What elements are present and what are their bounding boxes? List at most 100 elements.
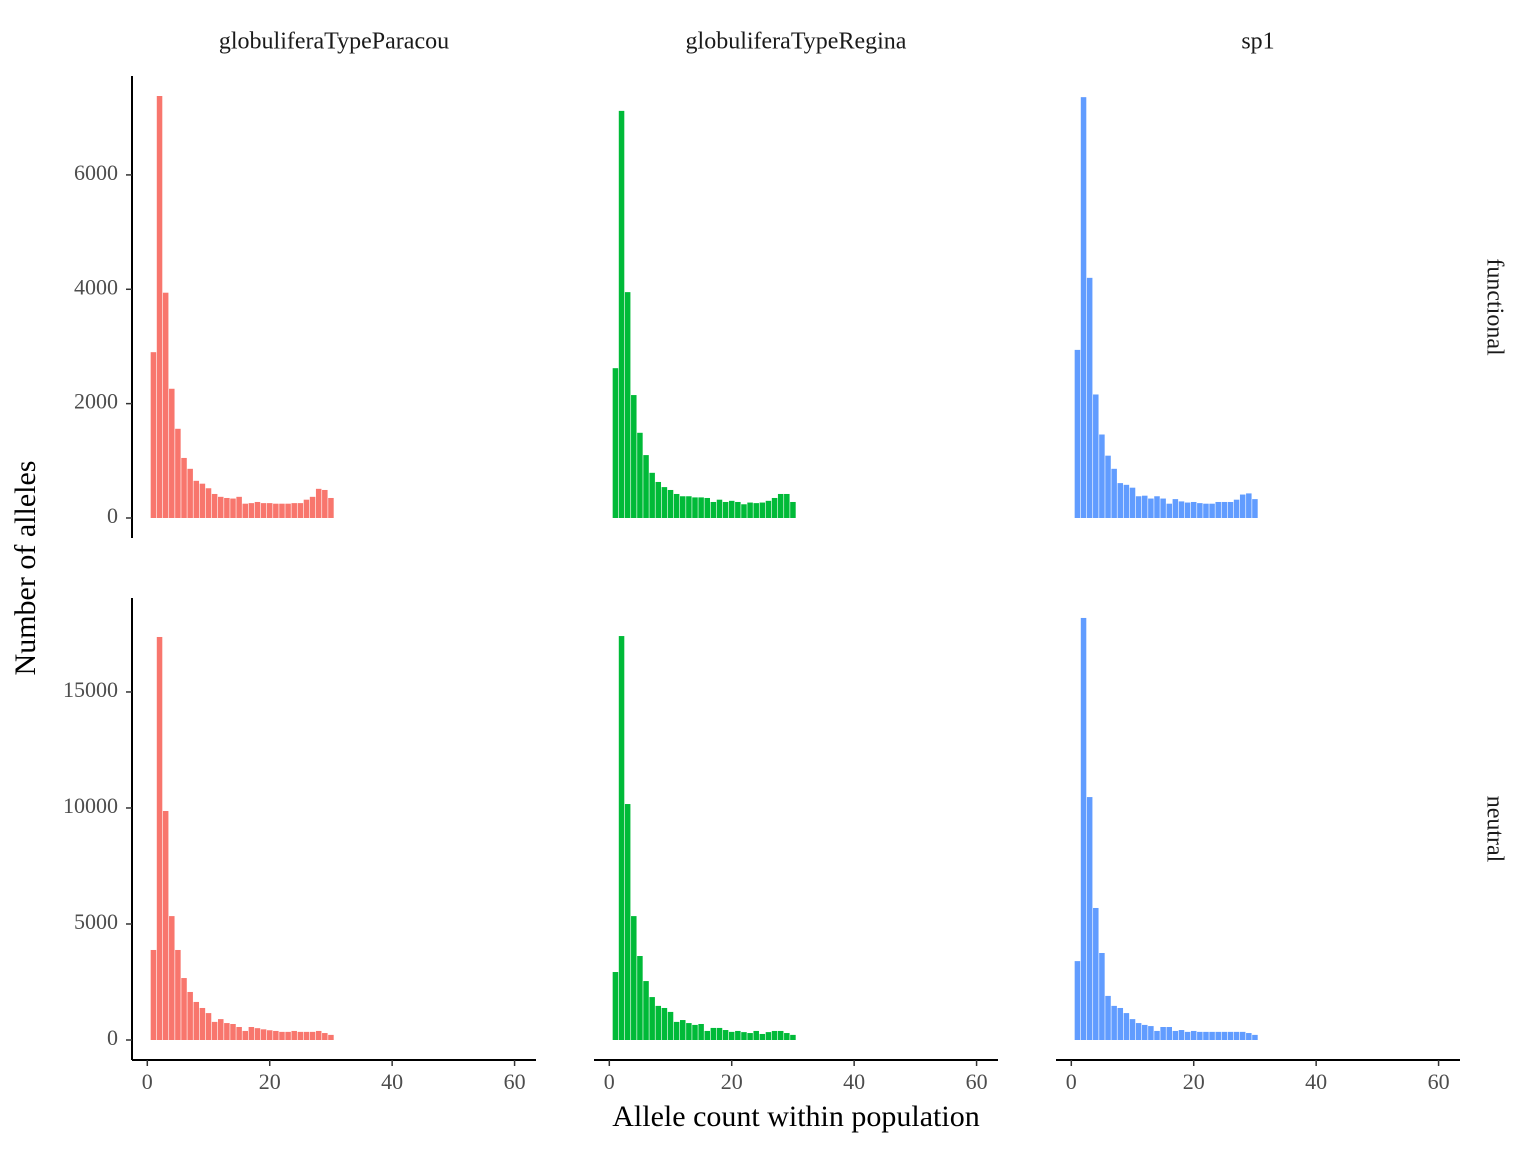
bar xyxy=(1074,349,1081,518)
bar xyxy=(1111,468,1117,518)
bar xyxy=(710,501,717,518)
bar xyxy=(218,496,224,518)
bar xyxy=(643,455,649,518)
bar xyxy=(1215,501,1221,518)
column-strip: globuliferaTypeParacou xyxy=(219,29,449,55)
bar xyxy=(205,1013,212,1040)
bar xyxy=(686,1023,692,1040)
x-tick-label: 0 xyxy=(604,1069,615,1094)
bar xyxy=(1221,501,1228,518)
bar xyxy=(1142,495,1148,518)
bar xyxy=(661,487,668,518)
bar xyxy=(686,496,692,518)
bar xyxy=(248,1027,255,1040)
bar xyxy=(777,493,784,518)
bar xyxy=(181,457,187,518)
bar xyxy=(765,1032,772,1040)
bar xyxy=(303,499,310,518)
bar xyxy=(771,497,778,518)
bar xyxy=(728,500,735,518)
bar xyxy=(205,488,212,518)
bar xyxy=(747,1033,753,1040)
bar xyxy=(187,991,193,1040)
bar xyxy=(643,981,649,1040)
row-strip: neutral xyxy=(1481,796,1507,863)
bar xyxy=(1184,1031,1191,1040)
bar xyxy=(618,110,625,518)
bar xyxy=(1080,97,1087,518)
bar xyxy=(1123,1013,1130,1040)
column-strip: sp1 xyxy=(1241,29,1274,55)
bar xyxy=(1166,503,1172,518)
bar xyxy=(777,1030,784,1040)
bar xyxy=(193,480,200,518)
y-tick-label: 5000 xyxy=(74,909,118,934)
bar xyxy=(279,503,285,518)
bar xyxy=(1142,1024,1148,1040)
bar xyxy=(211,1021,218,1040)
bar xyxy=(1209,1031,1215,1040)
bar xyxy=(1129,487,1136,518)
bar xyxy=(784,493,790,518)
bar xyxy=(150,949,157,1040)
bar xyxy=(1080,617,1087,1040)
bar xyxy=(303,1031,310,1040)
bar xyxy=(637,956,643,1040)
bar xyxy=(169,388,175,518)
bar xyxy=(1172,499,1179,518)
bar xyxy=(631,395,637,518)
bar xyxy=(735,1030,741,1040)
bar xyxy=(193,1001,200,1040)
bar xyxy=(716,499,723,518)
bar xyxy=(612,368,619,518)
bar xyxy=(710,1027,717,1040)
y-tick-label: 2000 xyxy=(74,389,118,414)
bar xyxy=(1246,493,1252,518)
bar xyxy=(1203,503,1209,518)
y-tick-label: 6000 xyxy=(74,160,118,185)
bar xyxy=(1197,503,1203,518)
y-tick-label: 0 xyxy=(107,503,118,528)
bar xyxy=(759,502,766,518)
bar xyxy=(790,1034,796,1040)
bar xyxy=(273,1030,279,1040)
bar xyxy=(698,497,704,518)
bar xyxy=(322,489,328,518)
x-tick-label: 0 xyxy=(1066,1069,1077,1094)
bar xyxy=(637,432,643,518)
bar xyxy=(175,428,181,518)
bar xyxy=(1239,1031,1246,1040)
bar xyxy=(1215,1031,1221,1040)
bar xyxy=(1148,498,1154,518)
bar xyxy=(649,997,655,1040)
bar xyxy=(260,1029,267,1040)
bar xyxy=(297,1031,304,1040)
bar xyxy=(1209,503,1215,518)
bar xyxy=(315,1030,322,1040)
bar xyxy=(248,503,255,518)
bar xyxy=(1233,499,1240,518)
bar xyxy=(1239,494,1246,518)
bar xyxy=(1227,1031,1234,1040)
bar xyxy=(1178,1030,1185,1040)
bar xyxy=(1105,455,1111,518)
bar xyxy=(716,1027,723,1040)
bar xyxy=(667,1011,674,1040)
bar xyxy=(328,497,334,518)
bar xyxy=(1221,1031,1228,1040)
x-tick-label: 20 xyxy=(721,1069,743,1094)
bar xyxy=(260,503,267,518)
bar xyxy=(279,1031,285,1040)
bar xyxy=(1172,1030,1179,1040)
bar xyxy=(199,1007,206,1040)
bar xyxy=(728,1031,735,1040)
bar xyxy=(1099,952,1105,1040)
bar xyxy=(784,1033,790,1040)
y-axis-title: Number of alleles xyxy=(9,461,42,676)
y-tick-label: 0 xyxy=(107,1025,118,1050)
bar xyxy=(1197,1031,1203,1040)
bar xyxy=(1252,1034,1258,1040)
bar xyxy=(747,502,753,518)
bar xyxy=(661,1007,668,1040)
